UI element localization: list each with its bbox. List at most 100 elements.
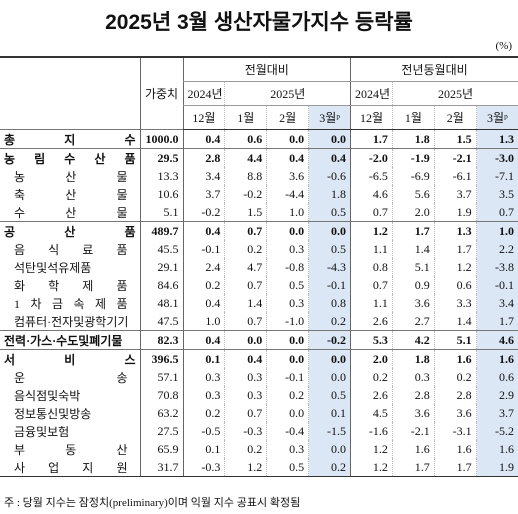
value-cell: 8.8 <box>224 167 267 185</box>
weight-cell: 47.5 <box>139 312 183 331</box>
value-cell: 0.2 <box>182 404 225 422</box>
value-cell: -4.4 <box>266 185 309 203</box>
weight-cell: 10.6 <box>139 185 183 203</box>
weight-cell: 27.5 <box>139 422 183 440</box>
value-cell: -0.2 <box>308 330 351 350</box>
value-cell: 3.4 <box>475 294 518 312</box>
value-cell: 2.6 <box>350 312 393 331</box>
value-cell: 0.4 <box>224 349 267 368</box>
value-cell: -0.2 <box>224 185 267 203</box>
value-cell: 1.2 <box>433 258 477 276</box>
value-cell: 1.8 <box>308 185 351 203</box>
value-cell: -0.1 <box>475 276 518 294</box>
month-header: 3월ᵖ <box>308 105 351 130</box>
value-cell: 0.7 <box>350 276 393 294</box>
header-row: 12월 1월 2월 3월ᵖ 12월 1월 2월 3월ᵖ <box>0 105 518 130</box>
value-cell: 1.4 <box>224 294 267 312</box>
table-row: 수 산 물 5.1 -0.2 1.5 1.0 0.5 0.7 2.0 1.9 0.7 <box>0 203 518 222</box>
value-cell: 1.2 <box>350 221 393 240</box>
year-header: 2024년 <box>350 81 393 106</box>
value-cell: -6.5 <box>350 167 393 185</box>
value-cell: 3.6 <box>391 294 435 312</box>
value-cell: 1.1 <box>350 240 393 258</box>
value-cell: -0.1 <box>266 368 309 386</box>
value-cell: 0.5 <box>266 276 309 294</box>
weight-cell: 396.5 <box>139 349 183 368</box>
row-label: 금융및보험 <box>14 424 70 439</box>
table-row: 1 차 금 속 제 품 48.1 0.4 1.4 0.3 0.8 1.1 3.6 3.3 3.4 <box>0 294 518 312</box>
value-cell: 0.0 <box>266 129 309 149</box>
value-cell: 1.3 <box>433 221 477 240</box>
value-cell: 0.3 <box>391 368 435 386</box>
header-row: 가중치 전월대비 전년동월대비 <box>0 56 518 130</box>
month-header: 1월 <box>224 105 267 130</box>
value-cell: 1.7 <box>350 129 393 149</box>
weight-cell: 65.9 <box>139 440 183 458</box>
table: 가중치 전월대비 전년동월대비 2024년 2025년 2024년 2025년 12월 1월 2월… <box>0 56 518 477</box>
table-row: 축 산 물 10.6 3.7 -0.2 -4.4 1.8 4.6 5.6 3.7 3.5 <box>0 185 518 203</box>
value-cell: 1.6 <box>433 440 477 458</box>
value-cell: 0.4 <box>266 148 309 167</box>
weight-cell: 29.1 <box>139 258 183 276</box>
weight-cell: 48.1 <box>139 294 183 312</box>
value-cell: 2.0 <box>350 349 393 368</box>
table-row: 농 산 물 13.3 3.4 8.8 3.6 -0.6 -6.5 -6.9 -6.1 -7.1 <box>0 167 518 185</box>
value-cell: 0.2 <box>182 276 225 294</box>
value-cell: 1.6 <box>391 440 435 458</box>
value-cell: 0.2 <box>308 312 351 331</box>
weight-cell: 63.2 <box>139 404 183 422</box>
table-row: 공 산 품 489.7 0.4 0.7 0.0 0.0 1.2 1.7 1.3 1.0 <box>0 221 518 240</box>
row-label: 총 지 수 <box>0 129 140 149</box>
value-cell: 3.6 <box>391 404 435 422</box>
corner-cell <box>0 56 140 130</box>
value-cell: -7.1 <box>475 167 518 185</box>
table-row: 음 식 료 품 45.5 -0.1 0.2 0.3 0.5 1.1 1.4 1.7 2.2 <box>0 240 518 258</box>
value-cell: -0.3 <box>224 422 267 440</box>
value-cell: 3.6 <box>433 404 477 422</box>
value-cell: 3.7 <box>433 185 477 203</box>
value-cell: 1.0 <box>266 203 309 222</box>
value-cell: -0.1 <box>308 276 351 294</box>
value-cell: 0.7 <box>224 276 267 294</box>
value-cell: 0.0 <box>308 221 351 240</box>
value-cell: -0.8 <box>266 258 309 276</box>
value-cell: 0.3 <box>266 294 309 312</box>
table-head: 가중치 전월대비 전년동월대비 2024년 2025년 2024년 2025년 12월 1월 2월… <box>0 56 518 130</box>
value-cell: 0.4 <box>182 294 225 312</box>
value-cell: 4.2 <box>391 330 435 350</box>
value-cell: 1.1 <box>350 294 393 312</box>
note: 주 : 당월 지수는 잠정치(preliminary)이며 익월 지수 공표시 … <box>4 497 301 509</box>
value-cell: 1.5 <box>433 129 477 149</box>
value-cell: 0.7 <box>350 203 393 222</box>
value-cell: -1.0 <box>266 312 309 331</box>
row-label: 서 비 스 <box>0 349 140 368</box>
value-cell: 4.4 <box>224 148 267 167</box>
value-cell: 3.5 <box>475 185 518 203</box>
table-body: 총 지 수 1000.0 0.4 0.6 0.0 0.0 1.7 1.8 1.5 1.3 농 림 수… <box>0 129 518 477</box>
table-row: 농 림 수 산 품 29.5 2.8 4.4 0.4 0.4 -2.0 -1.9 -2.1 -3.… <box>0 148 518 167</box>
value-cell: 0.7 <box>224 221 267 240</box>
value-cell: 1.3 <box>475 129 518 149</box>
value-cell: -6.9 <box>391 167 435 185</box>
value-cell: 1.6 <box>433 349 477 368</box>
value-cell: 0.7 <box>475 203 518 222</box>
weight-cell: 29.5 <box>139 148 183 167</box>
value-cell: 0.1 <box>182 349 225 368</box>
table-row: 전력·가스·수도및폐기물 82.3 0.4 0.0 0.0 -0.2 5.3 4.2 5.1 4.… <box>0 330 518 350</box>
row-label: 전력·가스·수도및폐기물 <box>0 330 140 350</box>
value-cell: 0.3 <box>182 368 225 386</box>
value-cell: 4.6 <box>350 185 393 203</box>
value-cell: 1.2 <box>224 458 267 477</box>
value-cell: 0.5 <box>308 240 351 258</box>
weight-cell: 70.8 <box>139 386 183 404</box>
title: 2025년 3월 생산자물가지수 등락률 <box>105 11 413 34</box>
value-cell: 0.3 <box>266 240 309 258</box>
weight-cell: 1000.0 <box>139 129 183 149</box>
value-cell: 0.5 <box>308 386 351 404</box>
value-cell: -3.0 <box>475 148 518 167</box>
value-cell: 4.5 <box>350 404 393 422</box>
value-cell: 1.7 <box>475 312 518 331</box>
value-cell: 1.6 <box>475 440 518 458</box>
